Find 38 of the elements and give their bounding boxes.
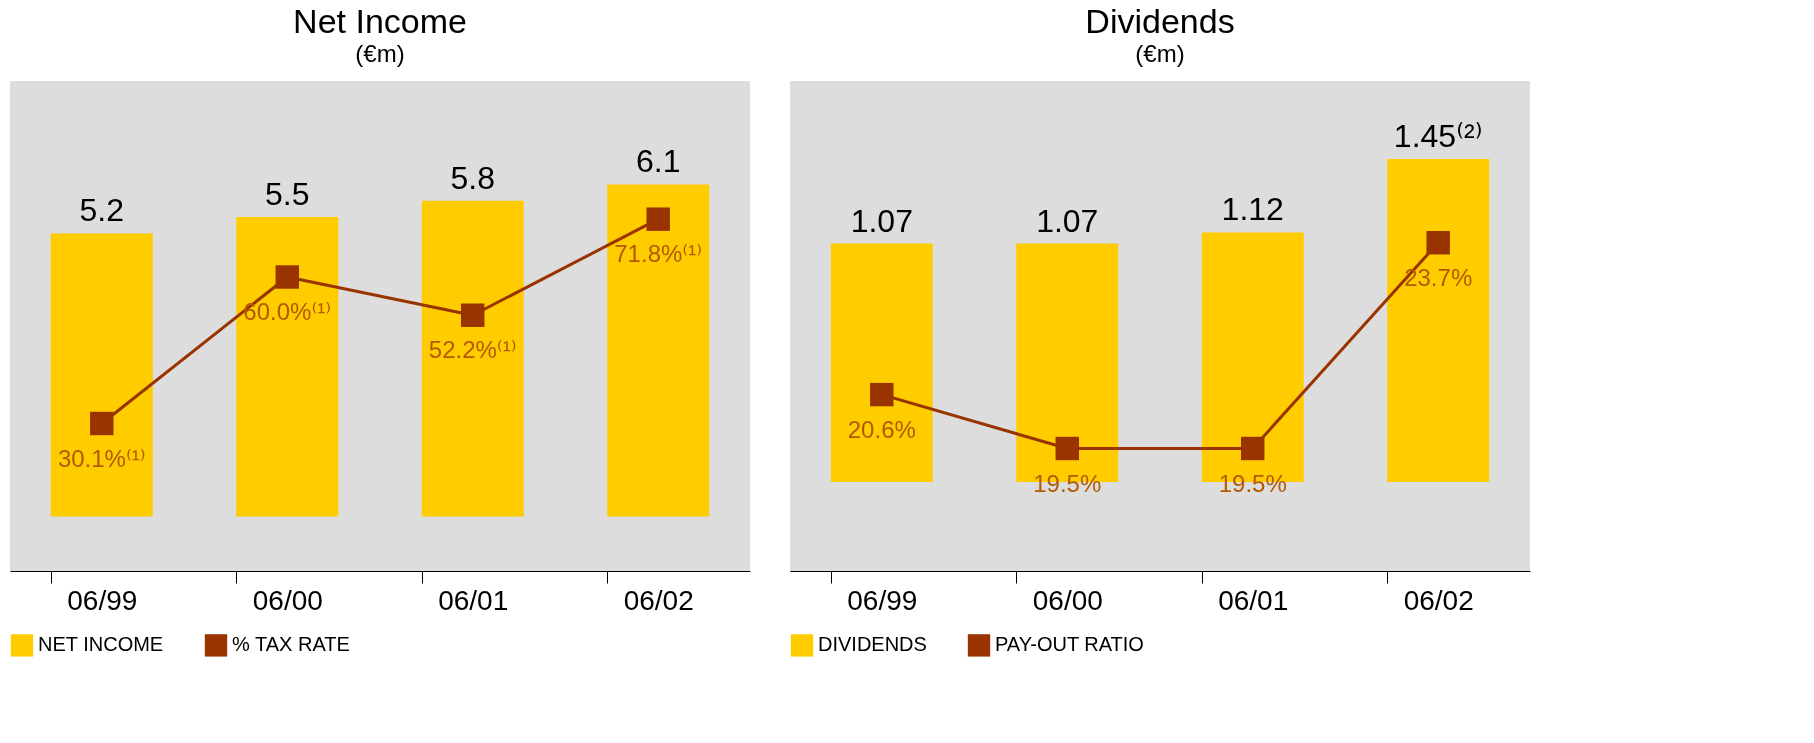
point xyxy=(461,303,485,327)
x-tick-label: 06/00 xyxy=(1032,584,1103,616)
x-tick-label: 06/99 xyxy=(847,584,918,616)
chart-subtitle: (€m) xyxy=(355,40,405,67)
x-tick-label: 06/00 xyxy=(252,584,323,616)
data-label: 5.8 xyxy=(450,159,495,196)
chart-title: Dividends xyxy=(1085,2,1235,40)
data-label: 60.0%⁽¹⁾ xyxy=(243,298,332,325)
data-label: 30.1%⁽¹⁾ xyxy=(57,444,146,472)
bar xyxy=(236,217,339,517)
legend-label: PAY-OUT RATIO xyxy=(995,633,1144,656)
data-label: 1.07 xyxy=(1036,202,1099,239)
legend-label: NET INCOME xyxy=(38,633,164,656)
data-label: 20.6% xyxy=(847,415,916,443)
data-label: 1.07 xyxy=(850,202,913,239)
x-tick-label: 06/01 xyxy=(1218,584,1289,616)
point xyxy=(90,411,114,436)
x-tick-label: 06/02 xyxy=(623,584,694,616)
chart-title: Net Income xyxy=(293,2,467,40)
chart-subtitle: (€m) xyxy=(1135,40,1185,67)
x-tick-label: 06/02 xyxy=(1403,584,1474,616)
data-label: 6.1 xyxy=(635,143,681,180)
legend-label: % TAX RATE xyxy=(232,633,350,656)
data-label: 23.7% xyxy=(1404,263,1473,291)
point xyxy=(646,207,670,231)
x-tick-label: 06/99 xyxy=(67,584,138,616)
bar xyxy=(50,233,153,517)
point xyxy=(275,265,299,289)
data-label: 52.2%⁽¹⁾ xyxy=(428,336,517,364)
data-label: 1.12 xyxy=(1221,191,1284,228)
data-label: 1.45⁽²⁾ xyxy=(1393,117,1483,154)
bar xyxy=(421,200,524,517)
legend-label: DIVIDENDS xyxy=(818,633,927,656)
bar xyxy=(607,184,710,517)
x-tick-label: 06/01 xyxy=(438,584,509,616)
data-label: 5.2 xyxy=(79,192,125,229)
data-label: 71.8%⁽¹⁾ xyxy=(614,240,703,268)
data-label: 5.5 xyxy=(265,176,310,213)
